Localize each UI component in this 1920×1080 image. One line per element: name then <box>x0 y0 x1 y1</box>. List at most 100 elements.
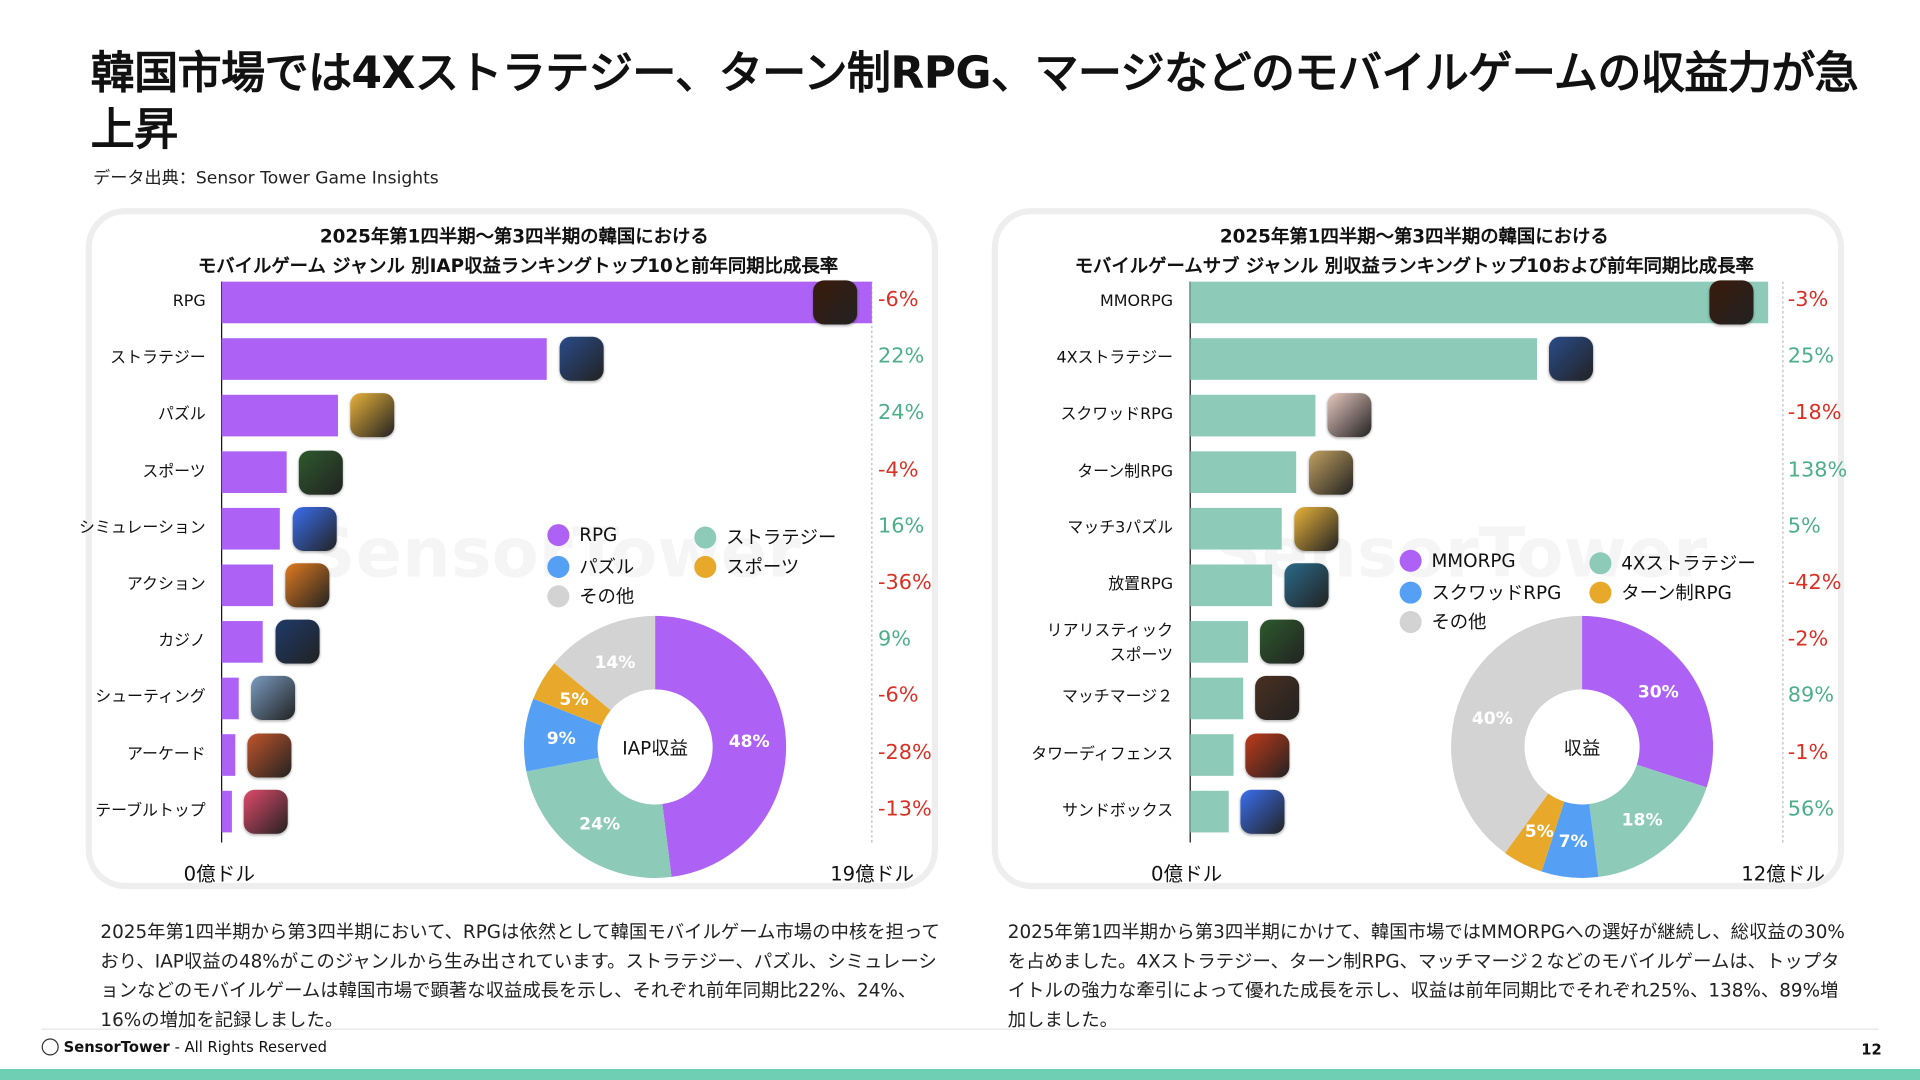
slice-label: 24% <box>579 814 620 834</box>
bar-8 <box>1190 734 1234 776</box>
legend-swatch <box>1589 581 1612 604</box>
footer-divider <box>41 1028 1879 1030</box>
footer-brand: SensorTower <box>63 1038 170 1056</box>
category-label: マッチ3パズル <box>1067 518 1174 538</box>
legend-item: MMORPG <box>1399 549 1516 572</box>
category-label: ストラテジー <box>110 349 206 368</box>
legend-label: スクワッドRPG <box>1431 581 1562 604</box>
growth-label: -2% <box>1787 627 1829 652</box>
legend-swatch <box>547 584 570 607</box>
growth-label: -13% <box>877 796 932 822</box>
data-source: データ出典：Sensor Tower Game Insights <box>93 168 439 189</box>
growth-label: 9% <box>877 627 912 652</box>
legend-swatch <box>547 555 570 578</box>
legend-label: ストラテジー <box>726 526 837 549</box>
category-label: スポーツ <box>142 462 206 481</box>
donut-slice-3 <box>1505 793 1565 872</box>
bar-1 <box>1190 338 1537 380</box>
legend-swatch <box>694 555 717 578</box>
category-label: MMORPG <box>1100 292 1174 312</box>
left-x-min-label: 0億ドル <box>183 862 255 886</box>
slice-label: 14% <box>594 653 635 673</box>
bar-9 <box>221 790 232 833</box>
bar-3 <box>1190 451 1297 493</box>
legend-swatch <box>547 524 570 547</box>
cookie-run-icon <box>247 732 292 778</box>
growth-label: 16% <box>877 514 925 539</box>
bar-4 <box>221 507 280 550</box>
growth-label: -18% <box>1787 400 1842 426</box>
growth-label: -4% <box>877 457 919 482</box>
growth-label: -36% <box>877 570 932 596</box>
category-label: アーケード <box>127 745 206 764</box>
growth-label: -42% <box>1787 570 1842 596</box>
growth-label: 5% <box>1787 514 1821 539</box>
category-label: マッチマージ２ <box>1061 688 1174 708</box>
bar-7 <box>221 677 239 720</box>
donut-slice-2 <box>524 698 602 772</box>
category-label: アクション <box>126 575 206 594</box>
legend-item: その他 <box>547 583 634 609</box>
legend-item: ターン制RPG <box>1589 579 1732 605</box>
growth-label: 89% <box>1787 683 1835 709</box>
bar-2 <box>1190 394 1316 437</box>
right-x-max-label: 12億ドル <box>1741 862 1825 886</box>
donut-slice-2 <box>1541 801 1599 878</box>
slice-label: 18% <box>1622 811 1663 831</box>
strategy-globe-icon <box>1549 336 1594 382</box>
bar-9 <box>1190 790 1229 833</box>
royal-match-icon <box>350 393 395 438</box>
footer: SensorTower - All Rights Reserved <box>41 1038 327 1056</box>
bar-4 <box>1190 507 1282 550</box>
donut-slice-4 <box>554 615 656 711</box>
bar-6 <box>221 621 263 663</box>
category-label: シューティング <box>95 688 206 708</box>
slice-label: 30% <box>1638 683 1679 703</box>
legend-label: MMORPG <box>1431 549 1516 572</box>
category-label: テーブルトップ <box>95 801 206 821</box>
legend-swatch <box>1399 610 1422 633</box>
footer-rights: - All Rights Reserved <box>174 1038 327 1056</box>
slice-label: 5% <box>559 690 588 710</box>
tower-defense-icon <box>1245 732 1290 778</box>
slice-label: 7% <box>1559 832 1588 852</box>
legend-item: RPG <box>547 524 617 547</box>
growth-label: 56% <box>1787 796 1835 822</box>
roblox-icon <box>1240 789 1286 834</box>
growth-label: -28% <box>877 740 932 765</box>
tabletop-game-icon <box>244 789 289 834</box>
legend-item: スクワッドRPG <box>1399 579 1562 605</box>
lineage-m-icon <box>813 280 858 325</box>
left-chart-panel <box>85 208 938 889</box>
legend-swatch <box>1589 551 1612 574</box>
bar-1 <box>221 338 547 380</box>
growth-label: 24% <box>877 400 925 426</box>
slice-label: 9% <box>547 729 576 749</box>
donut-slice-0 <box>1582 615 1714 788</box>
legend-label: スポーツ <box>726 555 800 578</box>
lineage-m-icon <box>1709 280 1754 325</box>
slice-label: 5% <box>1525 822 1554 842</box>
netmarble-hero-icon <box>1308 450 1353 495</box>
category-label: リアリスティック スポーツ <box>1046 622 1174 666</box>
growth-label: 25% <box>1787 344 1835 369</box>
idle-mage-icon <box>1284 563 1329 608</box>
squad-girl-icon <box>1327 393 1372 438</box>
action-hero-icon <box>285 563 330 608</box>
legend-swatch <box>1399 549 1422 572</box>
donut-slice-3 <box>533 663 611 726</box>
donut-slice-1 <box>526 757 672 878</box>
category-label: 放置RPG <box>1108 575 1174 594</box>
growth-label: -6% <box>877 683 919 709</box>
donut-slice-0 <box>655 615 787 877</box>
bar-0 <box>221 281 872 324</box>
category-label: タワーディフェンス <box>1031 745 1174 764</box>
page-title: 韓国市場では4Xストラテジー、ターン制RPG、マージなどのモバイルゲームの収益力… <box>90 48 1859 156</box>
left-description: 2025年第1四半期から第3四半期において、RPGは依然として韓国モバイルゲーム… <box>100 920 940 1032</box>
growth-label: 22% <box>877 344 925 369</box>
category-label: スクワッドRPG <box>1060 405 1174 425</box>
growth-label: 138% <box>1787 457 1848 482</box>
left-x-max-label: 19億ドル <box>830 862 914 886</box>
legend-label: 4Xストラテジー <box>1621 552 1756 575</box>
